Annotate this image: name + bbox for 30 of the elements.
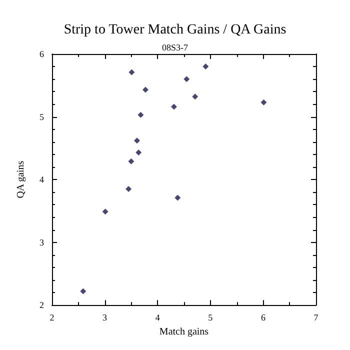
- point: [102, 208, 108, 215]
- point: [192, 94, 198, 100]
- y-axis-title: QA gains: [16, 160, 26, 198]
- point: [174, 194, 181, 201]
- point: [138, 112, 144, 118]
- x-tick-label: 7: [314, 312, 319, 323]
- chart-subtitle: 08S3-7: [162, 42, 188, 52]
- point: [134, 138, 140, 144]
- x-tick-label: 6: [260, 312, 266, 323]
- y-tick-label: 2: [40, 300, 44, 310]
- x-tick-label: 3: [102, 312, 108, 323]
- x-tick-label: 4: [155, 312, 160, 323]
- chart-title: Strip to Tower Match Gains / QA Gains: [64, 22, 286, 38]
- point: [126, 186, 132, 192]
- y-tick-label: 3: [40, 237, 44, 248]
- x-tick-label: 5: [208, 312, 214, 323]
- y-tick-label: 5: [40, 112, 44, 122]
- point: [128, 158, 134, 164]
- point: [260, 99, 267, 106]
- point: [142, 86, 148, 93]
- point: [136, 150, 142, 156]
- y-tick-label: 4: [40, 174, 44, 185]
- point: [170, 104, 177, 110]
- point: [80, 288, 86, 294]
- x-axis-title: Match gains: [159, 326, 209, 338]
- point: [128, 69, 135, 76]
- x-tick-label: 2: [50, 312, 54, 323]
- point: [202, 64, 209, 70]
- y-tick-label: 6: [40, 49, 44, 59]
- point: [184, 76, 190, 82]
